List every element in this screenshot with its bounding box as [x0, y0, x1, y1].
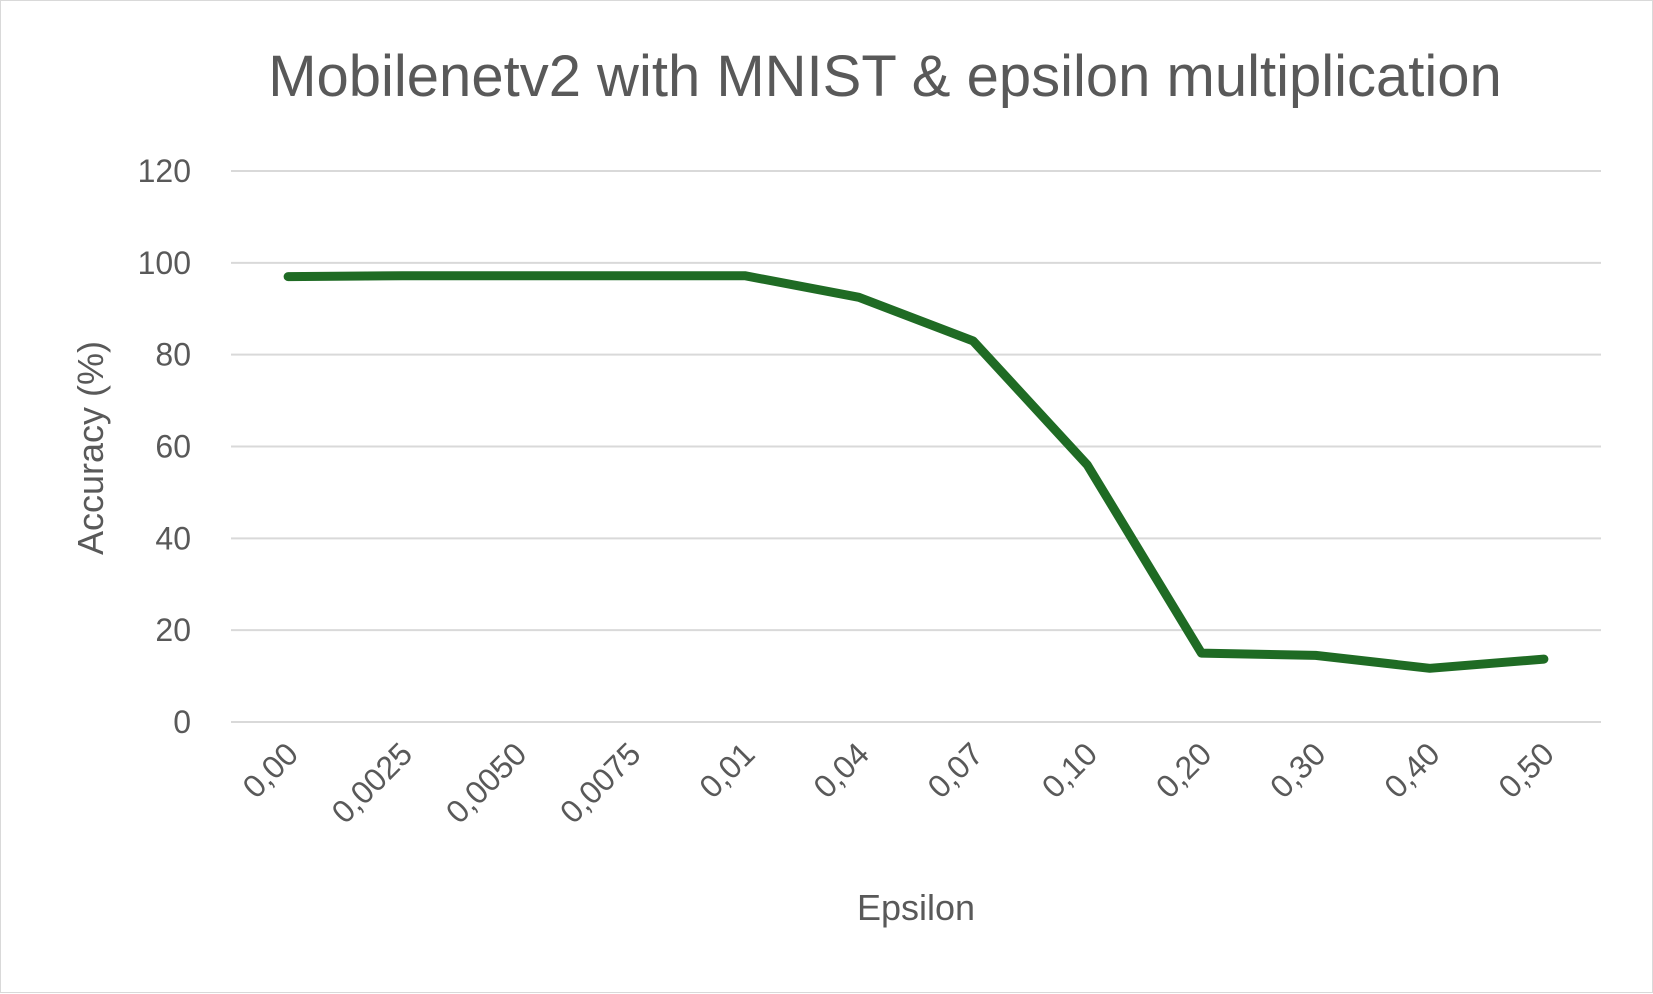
series-layer	[288, 276, 1544, 669]
x-tick-label: 0,50	[1491, 735, 1560, 804]
y-tick-label: 60	[155, 429, 191, 465]
x-tick-label: 0,04	[806, 735, 875, 804]
chart-title: Mobilenetv2 with MNIST & epsilon multipl…	[268, 44, 1502, 109]
x-tick-label: 0,10	[1035, 735, 1104, 804]
y-tick-label: 80	[155, 337, 191, 373]
gridlines	[231, 171, 1601, 722]
x-axis-title: Epsilon	[857, 887, 975, 928]
x-tick-label: 0,07	[921, 735, 990, 804]
x-tick-label: 0,0025	[325, 735, 420, 830]
y-tick-label: 100	[138, 245, 191, 281]
x-tick-label: 0,0050	[439, 735, 534, 830]
y-tick-label: 0	[173, 704, 191, 740]
series-line-0	[288, 276, 1544, 669]
x-tick-label: 0,30	[1263, 735, 1332, 804]
y-tick-label: 20	[155, 612, 191, 648]
x-tick-label: 0,0075	[553, 735, 648, 830]
x-tick-label: 0,40	[1377, 735, 1446, 804]
y-axis-title: Accuracy (%)	[70, 341, 111, 555]
x-tick-label: 0,00	[236, 735, 305, 804]
y-tick-label: 40	[155, 520, 191, 556]
y-tick-label: 120	[138, 153, 191, 189]
x-tick-label: 0,01	[692, 735, 761, 804]
x-tick-label: 0,20	[1149, 735, 1218, 804]
y-axis-ticks: 0 20 40 60 80 100 120	[138, 153, 191, 740]
